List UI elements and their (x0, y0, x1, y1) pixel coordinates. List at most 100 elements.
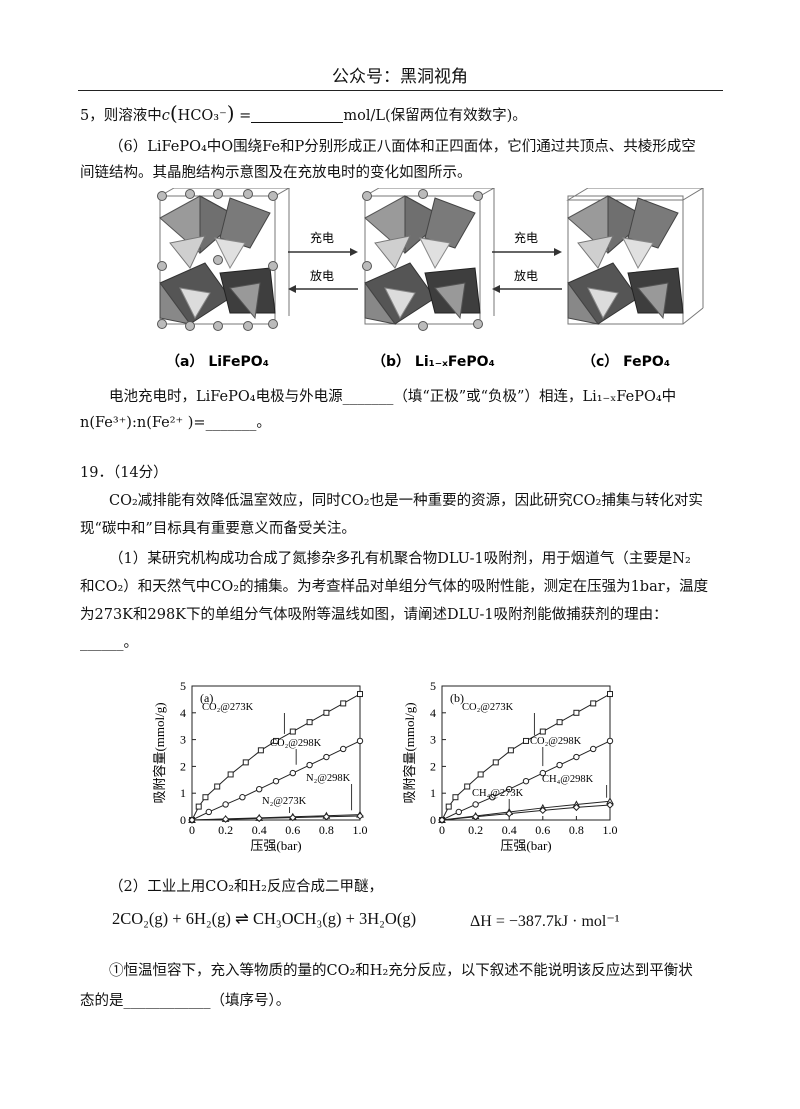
data-point (222, 801, 229, 808)
crystal-structure-figure: 充电 放电 充电 放电 （a） LiFePO₄ （b） Li₁₋ₓFePO₄ （… (157, 188, 704, 370)
y-tick-label: 2 (430, 759, 436, 773)
data-point (472, 801, 479, 808)
enthalpy-value: ΔH = −387.7kJ · mol⁻¹ (470, 913, 620, 930)
x-tick-label: 1.0 (353, 823, 368, 837)
data-point (242, 759, 249, 766)
data-point (272, 777, 280, 785)
series-label: N₂@298K (306, 773, 351, 784)
data-point (340, 700, 347, 707)
y-tick-label: 4 (430, 706, 436, 720)
arrow-discharge-1 (288, 285, 358, 293)
data-point (556, 719, 563, 726)
header-watermark: 公众号：黑洞视角 (332, 67, 468, 87)
arrow-charge-label-2: 充电 (514, 230, 538, 245)
y-tick-label: 1 (430, 786, 436, 800)
data-point (506, 785, 513, 793)
adsorption-chart-a: 0 0.2 0.4 0.6 0.8 1.0 0 1 2 3 4 5 压强(bar) 吸附容量(mmol/g… (152, 679, 368, 853)
x-tick-label: 0.8 (319, 823, 334, 837)
q19-intro1: CO₂减排能有效降低温室效应，同时CO₂也是一种重要的资源，因此研究CO₂捕集与… (109, 493, 703, 509)
data-point (257, 747, 264, 754)
data-point (256, 785, 263, 793)
series-line (441, 800, 611, 821)
q19-part2-line1: （2）工业上用CO₂和H₂反应合成二甲醚， (109, 879, 383, 895)
data-point (214, 783, 221, 790)
series-label: CO₂@273K (202, 702, 254, 713)
y-tick-label: 3 (180, 733, 186, 747)
panel-label: (a) (200, 691, 213, 705)
eq-sign: = (234, 108, 252, 124)
adsorption-chart-b: 0 0.2 0.4 0.6 0.8 1.0 0 1 2 3 4 5 压强(bar) 吸附容量(mmol/g… (402, 679, 618, 853)
x-tick-label: 0 (439, 823, 445, 837)
data-point (306, 719, 313, 726)
data-point (522, 777, 530, 785)
data-point (572, 803, 581, 812)
x-tick-label: 0.8 (569, 823, 584, 837)
series-label: CO₂@273K (462, 702, 514, 713)
x-axis-label: 压强(bar) (500, 838, 551, 853)
data-point (606, 737, 614, 745)
data-point (505, 809, 513, 818)
cell-b (362, 188, 496, 331)
y-tick-label: 0 (430, 813, 436, 827)
data-point (356, 812, 364, 820)
series-label: N₂@273K (262, 796, 307, 807)
plot-frame (191, 685, 361, 821)
x-tick-label: 0.4 (502, 823, 517, 837)
series-label: CH₄@298K (542, 774, 594, 785)
data-point (356, 737, 364, 745)
data-point (188, 816, 196, 824)
data-point (573, 709, 580, 716)
y-axis-label: 吸附容量(mmol/g) (152, 702, 167, 803)
series-label: CO₂@298K (530, 736, 582, 747)
x-tick-label: 0.4 (252, 823, 267, 837)
data-point (289, 769, 297, 777)
caption-a: （a） LiFePO₄ (166, 354, 269, 370)
x-tick-label: 0.6 (285, 823, 300, 837)
caption-b: （b） Li₁₋ₓFePO₄ (372, 354, 495, 370)
data-point (273, 737, 279, 744)
header-divider (78, 90, 723, 91)
q19-part1-line4: ______。 (80, 635, 138, 651)
data-point (523, 737, 529, 744)
data-point (205, 808, 212, 816)
data-point (323, 709, 330, 716)
series-line (191, 815, 361, 821)
data-point (289, 728, 296, 735)
answer-blank[interactable] (251, 106, 344, 123)
arrow-discharge-label-2: 放电 (514, 268, 538, 283)
cell-a (157, 188, 291, 331)
data-point (477, 771, 484, 778)
data-point (322, 813, 331, 821)
x-axis-label: 压强(bar) (250, 838, 301, 853)
data-point (573, 753, 580, 761)
y-axis-label: 吸附容量(mmol/g) (402, 702, 417, 803)
q19-part1-line3: 为273K和298K下的单组分气体吸附等温线如图，请阐述DLU-1吸附剂能做捕获… (80, 607, 668, 623)
x-tick-label: 0.2 (218, 823, 233, 837)
reaction-equation: 2CO₂(g) + 6H₂(g) ⇌ CH₃OCH₃(g) + 3H₂O(g) (112, 909, 417, 928)
q5-prefix: 5，则溶液中 (80, 108, 162, 124)
q19-part1-line1: （1）某研究机构成功合成了氮掺杂多孔有机聚合物DLU-1吸附剂，用于烟道气（主要… (109, 551, 691, 567)
y-tick-label: 0 (180, 813, 186, 827)
data-point (464, 783, 471, 790)
q19-part2-q1-line2: 态的是____________（填序号）。 (80, 993, 291, 1009)
data-point (539, 806, 547, 815)
x-tick-label: 0.6 (535, 823, 550, 837)
q5-suffix: mol/L(保留两位有效数字)。 (343, 108, 527, 124)
data-point (606, 801, 614, 809)
q6-question-line1: 电池充电时，LiFePO₄电极与外电源_______（填“正极”或“负极”）相连… (109, 389, 677, 405)
x-tick-label: 0.2 (468, 823, 483, 837)
panel-label: (b) (450, 691, 464, 705)
data-point (489, 794, 496, 801)
arrow-discharge-2 (492, 285, 562, 293)
data-point (306, 761, 313, 769)
arrow-charge-1 (288, 248, 358, 256)
q19-intro2: 现“碳中和”目标具有重要意义而备受关注。 (80, 521, 356, 537)
ion-formula: HCO₃⁻ (177, 108, 227, 124)
series-label: CO₂@298K (270, 738, 322, 749)
y-tick-label: 5 (180, 679, 186, 693)
data-point (255, 814, 263, 823)
data-point (590, 745, 597, 753)
data-point (452, 794, 459, 801)
series-label: CH₄@273K (472, 788, 524, 799)
y-tick-label: 1 (180, 786, 186, 800)
